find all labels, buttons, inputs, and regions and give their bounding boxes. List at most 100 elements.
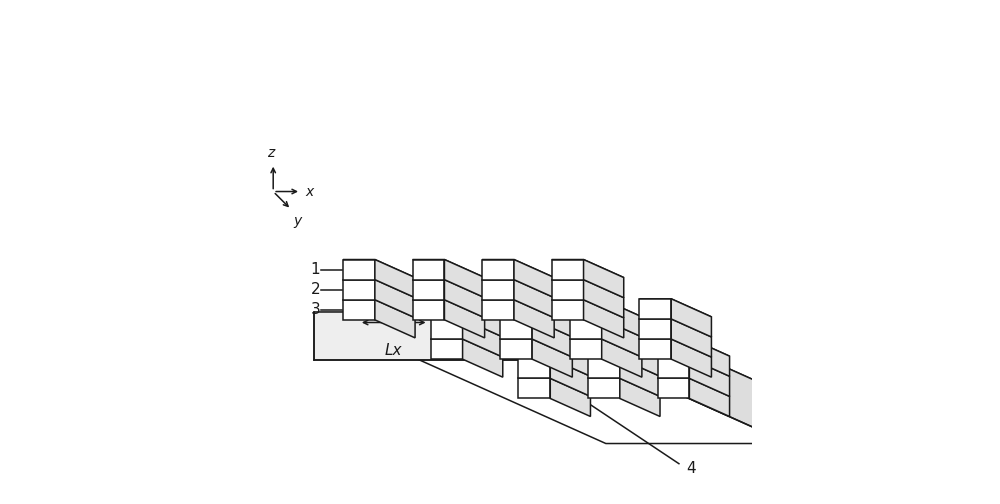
Polygon shape	[518, 358, 590, 376]
Polygon shape	[552, 260, 624, 278]
Polygon shape	[413, 280, 444, 300]
Polygon shape	[550, 358, 590, 396]
Polygon shape	[689, 338, 730, 376]
Polygon shape	[514, 280, 554, 318]
Polygon shape	[689, 358, 730, 396]
Polygon shape	[602, 339, 642, 377]
Polygon shape	[620, 338, 660, 376]
Polygon shape	[463, 299, 503, 337]
Polygon shape	[518, 338, 590, 356]
Polygon shape	[671, 299, 711, 337]
Polygon shape	[603, 312, 896, 491]
Polygon shape	[602, 299, 642, 337]
Polygon shape	[413, 260, 444, 280]
Polygon shape	[482, 260, 554, 278]
Polygon shape	[482, 300, 514, 320]
Polygon shape	[588, 338, 660, 356]
Polygon shape	[343, 300, 375, 320]
Polygon shape	[639, 299, 671, 319]
Polygon shape	[431, 299, 503, 317]
Polygon shape	[375, 300, 415, 338]
Polygon shape	[482, 300, 554, 318]
Polygon shape	[518, 379, 590, 396]
Text: z: z	[267, 146, 274, 160]
Polygon shape	[375, 260, 415, 298]
Text: 3: 3	[311, 302, 320, 318]
Text: y: y	[294, 214, 302, 228]
Polygon shape	[588, 338, 620, 358]
Polygon shape	[532, 339, 572, 377]
Polygon shape	[343, 300, 415, 318]
Polygon shape	[444, 300, 485, 338]
Polygon shape	[500, 339, 572, 357]
Polygon shape	[500, 299, 572, 317]
Polygon shape	[639, 339, 671, 359]
Polygon shape	[514, 300, 554, 338]
Polygon shape	[552, 300, 584, 320]
Polygon shape	[658, 358, 689, 379]
Polygon shape	[658, 338, 730, 356]
Polygon shape	[588, 379, 620, 399]
Polygon shape	[444, 260, 485, 298]
Polygon shape	[639, 339, 711, 357]
Polygon shape	[518, 358, 550, 379]
Polygon shape	[658, 379, 689, 399]
Polygon shape	[620, 358, 660, 396]
Polygon shape	[639, 319, 671, 339]
Polygon shape	[570, 299, 642, 317]
Polygon shape	[413, 300, 485, 318]
Polygon shape	[343, 280, 375, 300]
Polygon shape	[584, 280, 624, 318]
Polygon shape	[602, 319, 642, 357]
Polygon shape	[314, 312, 603, 360]
Polygon shape	[671, 339, 711, 377]
Polygon shape	[431, 319, 463, 339]
Polygon shape	[532, 319, 572, 357]
Polygon shape	[570, 339, 642, 357]
Polygon shape	[518, 379, 550, 399]
Text: 1: 1	[311, 262, 320, 277]
Polygon shape	[463, 339, 503, 377]
Polygon shape	[463, 319, 503, 357]
Polygon shape	[570, 299, 602, 319]
Polygon shape	[500, 319, 532, 339]
Polygon shape	[639, 299, 711, 317]
Polygon shape	[343, 260, 375, 280]
Polygon shape	[500, 319, 572, 337]
Polygon shape	[588, 358, 620, 379]
Polygon shape	[431, 319, 503, 337]
Polygon shape	[444, 280, 485, 318]
Polygon shape	[552, 300, 624, 318]
Polygon shape	[552, 260, 584, 280]
Polygon shape	[431, 339, 463, 359]
Polygon shape	[375, 280, 415, 318]
Polygon shape	[588, 379, 660, 396]
Text: Ly: Ly	[453, 273, 470, 288]
Polygon shape	[431, 339, 503, 357]
Polygon shape	[413, 300, 444, 320]
Polygon shape	[658, 338, 689, 358]
Polygon shape	[431, 299, 463, 319]
Text: 2: 2	[311, 282, 320, 297]
Polygon shape	[343, 280, 415, 298]
Polygon shape	[552, 280, 624, 298]
Polygon shape	[552, 280, 584, 300]
Polygon shape	[482, 280, 554, 298]
Polygon shape	[658, 379, 730, 396]
Polygon shape	[584, 260, 624, 298]
Polygon shape	[482, 280, 514, 300]
Polygon shape	[550, 338, 590, 376]
Text: x: x	[305, 184, 313, 199]
Polygon shape	[518, 338, 550, 358]
Polygon shape	[413, 280, 485, 298]
Polygon shape	[689, 379, 730, 416]
Polygon shape	[658, 358, 730, 376]
Polygon shape	[500, 339, 532, 359]
Polygon shape	[413, 260, 485, 278]
Polygon shape	[671, 319, 711, 357]
Polygon shape	[343, 260, 415, 278]
Polygon shape	[550, 379, 590, 416]
Text: 4: 4	[686, 461, 696, 476]
Polygon shape	[584, 300, 624, 338]
Polygon shape	[639, 319, 711, 337]
